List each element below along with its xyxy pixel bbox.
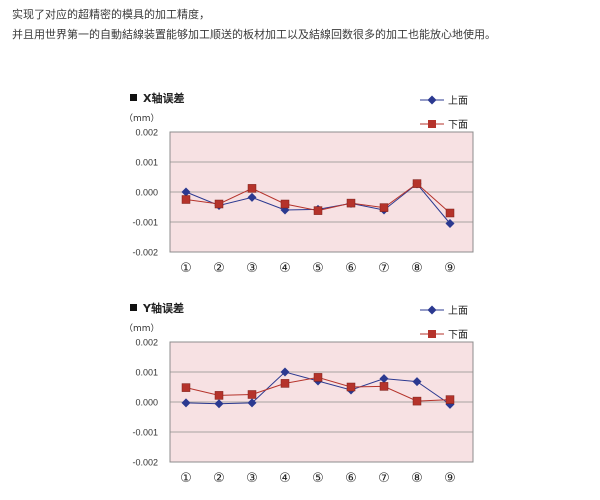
y-tick-label: -0.001 [132,428,158,438]
data-point [181,398,191,408]
y-tick-label: 0.002 [135,128,158,138]
data-point [346,198,356,208]
legend-label: 上面 [448,95,468,107]
data-point [313,373,323,382]
category-label: ⑥ [345,471,357,486]
data-point [379,203,389,212]
data-point [181,383,191,392]
chart-title: Y轴误差 [142,301,184,315]
data-point [247,192,257,202]
data-point [379,382,389,391]
y-tick-label: -0.002 [132,458,158,468]
title-bullet-icon [130,94,137,101]
data-point [313,206,323,215]
category-label: ④ [279,261,291,276]
data-point [379,374,389,384]
data-point [412,179,422,188]
data-point [412,396,422,406]
legend-label: 下面 [448,120,468,131]
category-label: ③ [246,471,258,486]
category-label: ③ [246,261,258,276]
data-point [181,187,191,197]
category-label: ⑨ [444,471,456,486]
chart-title: X轴误差 [143,91,184,105]
data-point [280,379,290,388]
legend-label: 下面 [448,330,468,341]
data-point [247,390,257,399]
legend-square-icon [428,120,436,128]
category-label: ② [213,471,225,486]
legend-diamond-icon [427,95,437,105]
legend-square-icon [428,330,436,338]
data-point [280,367,290,377]
y-tick-label: 0.001 [135,368,158,378]
category-label: ① [180,471,192,486]
category-label: ⑧ [411,471,423,486]
category-label: ⑨ [444,261,456,276]
category-label: ⑦ [378,261,390,276]
category-label: ① [180,261,192,276]
data-point [445,399,455,409]
data-point [181,195,191,204]
data-point [346,382,356,392]
y-tick-label: 0.001 [135,158,158,168]
y-unit-label: （mm） [124,113,160,124]
legend-label: 上面 [448,305,468,317]
data-point [445,219,455,228]
title-bullet-icon [130,304,137,311]
category-label: ⑦ [378,471,390,486]
data-point [280,199,290,209]
y-axis-error-chart: 0.002 0.001 0.000 -0.001 -0.002 Y轴误差 （mm） ① ② ③ ④ ⑤… [0,298,600,498]
category-label: ② [213,261,225,276]
data-point [214,391,224,400]
category-label: ④ [279,471,291,486]
data-point [445,208,455,218]
chart-svg: 0.002 0.001 0.000 -0.001 -0.002 Y轴误差 （mm） ① ② ③ ④ ⑤… [124,301,474,486]
y-tick-label: -0.002 [132,248,158,258]
data-point [247,184,257,193]
data-point [412,377,422,387]
x-axis-error-chart: 0.002 0.001 0.000 -0.001 -0.002 X轴误差 （mm） ① ② ③ ④ ⑤… [0,88,600,288]
data-point [445,395,455,404]
category-label: ⑧ [411,261,423,276]
legend-diamond-icon [427,305,437,315]
y-tick-label: -0.001 [132,218,158,228]
intro-line-1: 实现了对应的超精密的模具的加工精度， [12,8,210,21]
data-point [214,399,224,409]
y-tick-label: 0.000 [135,188,158,198]
category-label: ⑤ [312,471,324,486]
intro-text: 实现了对应的超精密的模具的加工精度， 并且用世界第一的自動結線装置能够加工顺送的… [12,5,592,45]
y-tick-label: 0.000 [135,398,158,408]
intro-line-2: 并且用世界第一的自動結線装置能够加工顺送的板材加工以及結線回数很多的加工也能放心… [12,28,496,41]
y-tick-label: 0.002 [135,338,158,348]
category-label: ⑤ [312,261,324,276]
data-point [214,199,224,209]
chart-svg: 0.002 0.001 0.000 -0.001 -0.002 X轴误差 （mm） ① ② ③ ④ ⑤… [124,91,474,276]
category-label: ⑥ [345,261,357,276]
data-point [247,398,257,408]
y-unit-label: （mm） [124,323,160,334]
